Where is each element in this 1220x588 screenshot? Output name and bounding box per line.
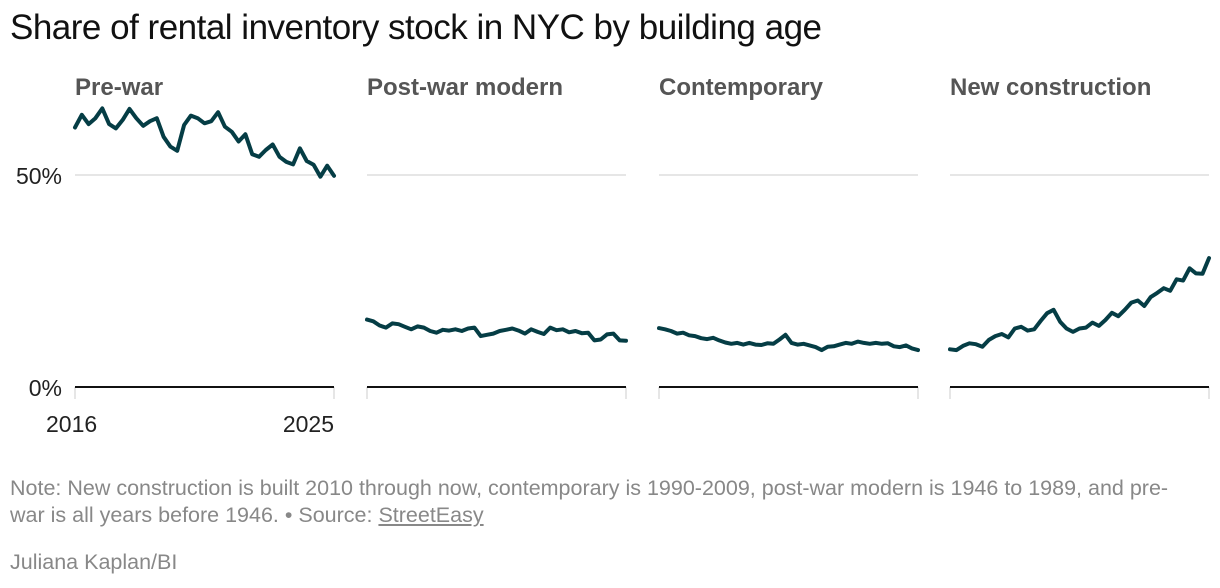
chart-title: Share of rental inventory stock in NYC b… <box>10 8 822 47</box>
note-text: Note: New construction is built 2010 thr… <box>10 476 1169 527</box>
panel-title: Post-war modern <box>367 74 563 101</box>
series-line-contemporary <box>657 326 920 353</box>
y-tick-label: 50% <box>16 163 62 189</box>
panel-title: New construction <box>950 74 1151 101</box>
series-line-new-construction <box>948 256 1211 353</box>
series-line-post-war-modern <box>365 317 628 343</box>
series-line-pre-war <box>73 106 336 179</box>
panel-title: Pre-war <box>75 74 163 101</box>
credit: Juliana Kaplan/BI <box>10 550 178 574</box>
source-link[interactable]: StreetEasy <box>378 503 484 527</box>
chart-note: Note: New construction is built 2010 thr… <box>10 475 1190 529</box>
x-tick-label: 2016 <box>46 411 97 437</box>
y-tick-label: 0% <box>29 375 62 401</box>
x-tick-label: 2025 <box>283 411 334 437</box>
panel-title: Contemporary <box>659 74 824 101</box>
